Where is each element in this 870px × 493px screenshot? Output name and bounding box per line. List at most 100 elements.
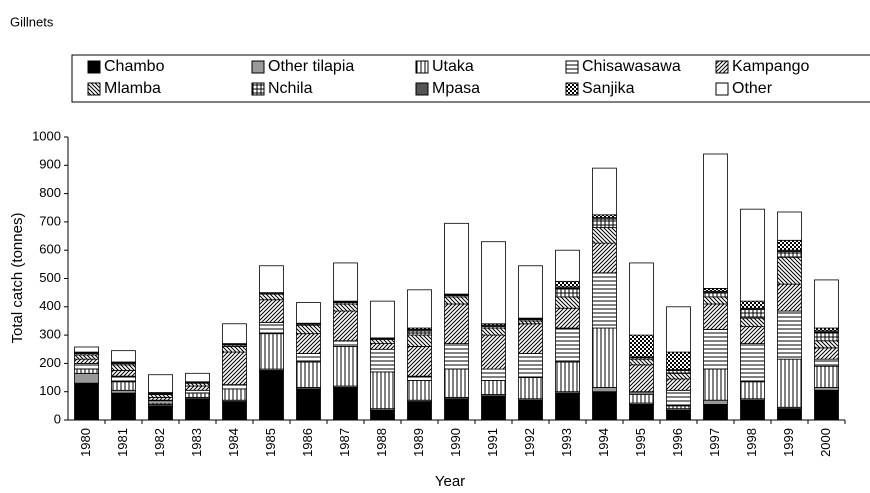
bar-segment <box>74 354 99 360</box>
x-tick-label: 1986 <box>300 428 315 457</box>
y-axis-label: Total catch (tonnes) <box>9 213 26 344</box>
bar-segment <box>703 292 728 298</box>
x-tick-label: 1991 <box>485 428 500 457</box>
bar-segment <box>814 340 839 349</box>
bar-segment <box>703 296 728 305</box>
bar-segment <box>592 167 617 216</box>
bar-segment <box>666 405 691 410</box>
legend-swatch <box>415 60 429 74</box>
bar-segment <box>592 387 617 393</box>
x-tick-label: 1997 <box>707 428 722 457</box>
bar-segment <box>629 358 654 366</box>
y-tick-label: 500 <box>39 270 61 285</box>
bar-segment <box>296 302 321 324</box>
x-tick-label: 1999 <box>781 428 796 457</box>
bar-segment <box>666 389 691 407</box>
bar-segment <box>222 346 247 353</box>
bar-segment <box>629 262 654 336</box>
bar-segment <box>148 396 173 401</box>
bar-segment <box>740 208 765 302</box>
x-tick-label: 1985 <box>263 428 278 457</box>
bar-segment <box>703 303 728 330</box>
legend-label: Other <box>732 80 773 97</box>
bar-segment <box>222 401 247 421</box>
y-tick-label: 0 <box>54 411 61 426</box>
legend-swatch <box>87 60 101 74</box>
bar-segment <box>814 331 839 342</box>
legend-swatch <box>415 82 429 96</box>
bar-segment <box>740 381 765 400</box>
bar-segment <box>111 375 136 383</box>
bar-segment <box>555 249 580 282</box>
legend-label: Chisawasawa <box>582 58 681 75</box>
bar-segment <box>148 405 173 421</box>
bar-segment <box>629 404 654 421</box>
bar-segment <box>185 392 210 398</box>
bar-segment <box>666 351 691 371</box>
bar-segment <box>666 306 691 353</box>
y-tick-label: 200 <box>39 355 61 370</box>
bar-segment <box>814 327 839 332</box>
x-tick-label: 1984 <box>226 428 241 457</box>
bar-segment <box>407 289 432 329</box>
bar-segment <box>222 384 247 390</box>
bar-segment <box>814 365 839 388</box>
x-tick-label: 1992 <box>522 428 537 457</box>
bar-segment <box>777 408 802 421</box>
bar-segment <box>370 300 395 339</box>
bar-segment <box>74 368 99 374</box>
bar-segment <box>444 343 469 370</box>
bar-segment <box>296 388 321 421</box>
bar-segment <box>666 378 691 391</box>
bar-segment <box>259 370 284 421</box>
bar-segment <box>111 364 136 371</box>
x-tick-label: 1995 <box>633 428 648 457</box>
bar-segment <box>555 392 580 421</box>
x-tick-label: 1993 <box>559 428 574 457</box>
y-tick-label: 600 <box>39 242 61 257</box>
x-tick-label: 1981 <box>115 428 130 457</box>
x-tick-label: 1989 <box>411 428 426 457</box>
bar-segment <box>222 323 247 344</box>
legend-swatch <box>565 82 579 96</box>
bar-segment <box>222 388 247 401</box>
bar-segment <box>518 399 543 421</box>
bar-segment <box>370 338 395 344</box>
bar-segment <box>703 368 728 401</box>
bar-segment <box>74 382 99 421</box>
bar-segment <box>481 379 506 395</box>
legend-label: Nchila <box>268 80 313 97</box>
bar-segment <box>185 398 210 421</box>
bar-segment <box>592 327 617 388</box>
bar-segment <box>740 399 765 421</box>
bar-segment <box>333 340 358 347</box>
bar-segment <box>777 256 802 285</box>
legend-label: Mpasa <box>432 80 480 97</box>
bar-segment <box>814 279 839 329</box>
bar-segment <box>814 387 839 391</box>
bar-segment <box>444 296 469 305</box>
bar-segment <box>481 395 506 421</box>
legend-swatch <box>251 82 265 96</box>
bar-segment <box>481 327 506 336</box>
bar-segment <box>629 334 654 358</box>
bar-segment <box>629 364 654 393</box>
bar-segment <box>592 242 617 274</box>
bar-segment <box>703 329 728 370</box>
bar-segment <box>703 399 728 405</box>
bar-segment <box>111 392 136 421</box>
bar-segment <box>555 327 580 363</box>
bar-segment <box>111 381 136 391</box>
x-axis-label: Year <box>435 473 465 490</box>
legend-swatch <box>715 82 729 96</box>
bar-segment <box>259 333 284 370</box>
bar-segment <box>592 214 617 219</box>
bar-segment <box>555 296 580 309</box>
bar-segment <box>148 374 173 393</box>
bar-segment <box>407 330 432 336</box>
bar-segment <box>518 353 543 378</box>
y-tick-label: 300 <box>39 327 61 342</box>
bar-segment <box>407 346 432 377</box>
x-tick-label: 1994 <box>596 428 611 457</box>
